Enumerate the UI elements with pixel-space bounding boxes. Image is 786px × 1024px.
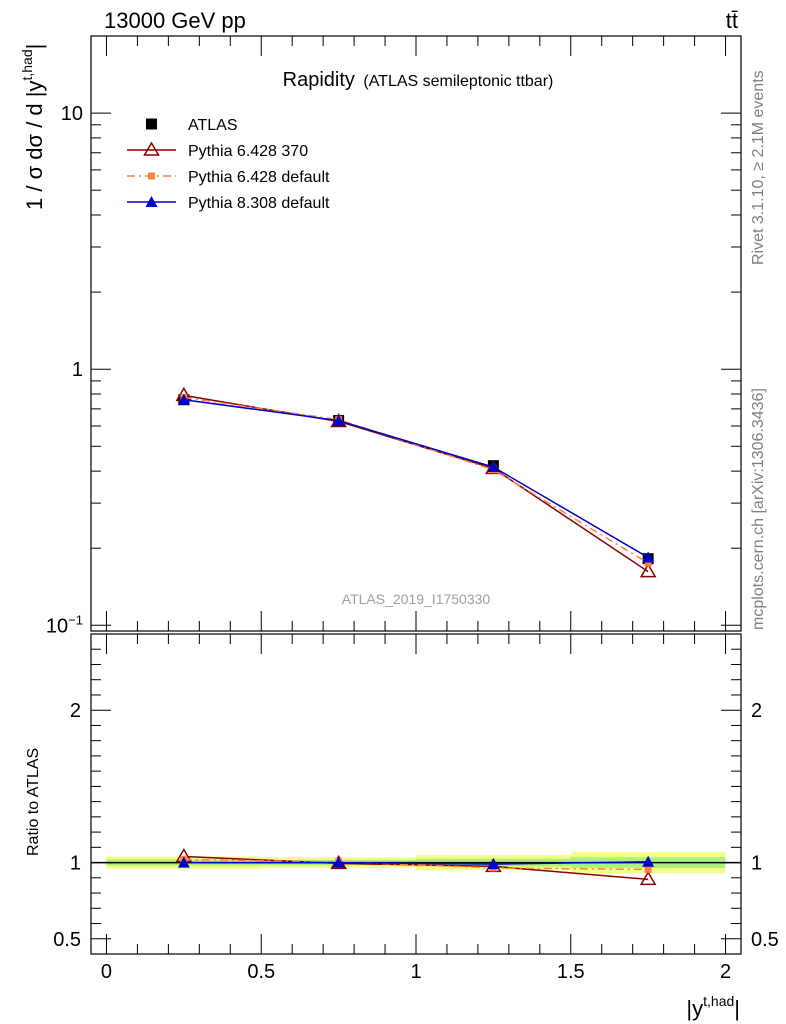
ratio-ytick-label-right: 2 <box>751 700 762 722</box>
legend-marker <box>146 118 157 130</box>
xtick-label: 2 <box>720 961 731 983</box>
legend-marker <box>143 141 160 156</box>
xtick-label: 1.5 <box>557 961 585 983</box>
xlabel-end: | <box>734 996 740 1021</box>
legend-entry: ATLAS <box>146 117 238 134</box>
process-label: tt̄ <box>726 8 738 33</box>
svg-text:Rapidity (ATLAS semilept: Rapidity (ATLAS semileptonic ttbar) <box>283 69 554 91</box>
data-point <box>332 414 345 426</box>
ratio-series-2 <box>177 855 655 870</box>
ratio-panel: 0.5 0.5 1 1 2 2 0 0.5 1 1.5 2 <box>53 633 779 983</box>
xlabel-sup: t,had <box>703 993 734 1009</box>
legend-marker <box>148 172 155 180</box>
series-line <box>183 394 649 573</box>
data-point <box>639 563 657 578</box>
ratio-ytick-label: 0.5 <box>53 929 81 951</box>
ratio-point <box>639 870 657 886</box>
main-title: Rapidity (ATLAS semileptonic ttbar) <box>283 69 554 91</box>
series-3 <box>177 393 655 563</box>
rivet-version-label: Rivet 3.1.10, ≥ 2.1M events <box>750 70 767 265</box>
mcplots-label: mcplots.cern.ch [arXiv:1306.3436] <box>750 388 767 630</box>
legend-marker <box>145 196 158 207</box>
ratio-point <box>332 856 345 868</box>
svg-text:1 / σ dσ / d |yt,had|: 1 / σ dσ / d |yt,had| <box>19 44 47 210</box>
energy-label: 13000 GeV pp <box>104 8 246 33</box>
main-ytick-label: 10−1 <box>46 612 83 637</box>
legend-entry: Pythia 6.428 370 <box>127 141 308 160</box>
main-panel: 10−1 1 10 <box>46 35 742 637</box>
chart-subtitle: (ATLAS semileptonic ttbar) <box>363 73 553 90</box>
ratio-line <box>183 855 649 881</box>
legend-entry: Pythia 6.428 default <box>127 169 330 186</box>
data-point <box>642 551 655 563</box>
svg-text:|yt,had|: |yt,had| <box>686 993 740 1021</box>
data-point <box>644 559 652 567</box>
main-ylabel-sup: t,had <box>19 49 35 80</box>
series-2 <box>180 394 652 567</box>
ratio-ytick-label-right: 1 <box>751 853 762 875</box>
ratio-ytick-label-right: 0.5 <box>751 929 779 951</box>
legend-label: ATLAS <box>188 117 238 134</box>
ratio-ytick-label: 1 <box>70 853 81 875</box>
xtick-label: 1 <box>410 961 421 983</box>
ratio-line <box>183 858 649 871</box>
xlabel: |yt,had| <box>686 993 740 1021</box>
series-1 <box>175 386 657 578</box>
ratio-point <box>487 858 500 870</box>
series-line <box>183 398 649 559</box>
xtick-label: 0 <box>101 961 112 983</box>
ratio-ytick-label: 2 <box>70 700 81 722</box>
legend-label: Pythia 8.308 default <box>188 195 330 212</box>
main-ylabel: 1 / σ dσ / d |yt,had| <box>19 44 47 210</box>
series-line <box>183 396 649 564</box>
xtick-label: 0.5 <box>247 961 275 983</box>
ratio-point <box>177 856 190 868</box>
main-ytick-label: 1 <box>72 359 83 381</box>
xlabel-text: |y <box>686 996 703 1021</box>
ratio-frame <box>90 633 742 955</box>
data-point <box>177 393 190 405</box>
main-ytick-label: 10 <box>61 103 83 125</box>
legend-label: Pythia 6.428 default <box>188 169 330 186</box>
ratio-line <box>183 861 649 865</box>
legend-entry: Pythia 8.308 default <box>127 195 330 212</box>
series-0 <box>178 394 654 565</box>
chart-title: Rapidity <box>283 69 355 91</box>
legend: ATLAS Pythia 6.428 370 Pythia 6.428 defaul… <box>127 117 330 212</box>
ratio-point <box>642 855 655 867</box>
analysis-label: ATLAS_2019_I1750330 <box>342 591 491 607</box>
ratio-point <box>644 865 652 873</box>
ratio-ylabel: Ratio to ATLAS <box>25 748 42 856</box>
legend-label: Pythia 6.428 370 <box>188 143 308 160</box>
main-ylabel-text: 1 / σ dσ / d |y <box>22 81 47 210</box>
data-point <box>487 461 500 473</box>
main-ylabel-end: | <box>22 44 47 50</box>
